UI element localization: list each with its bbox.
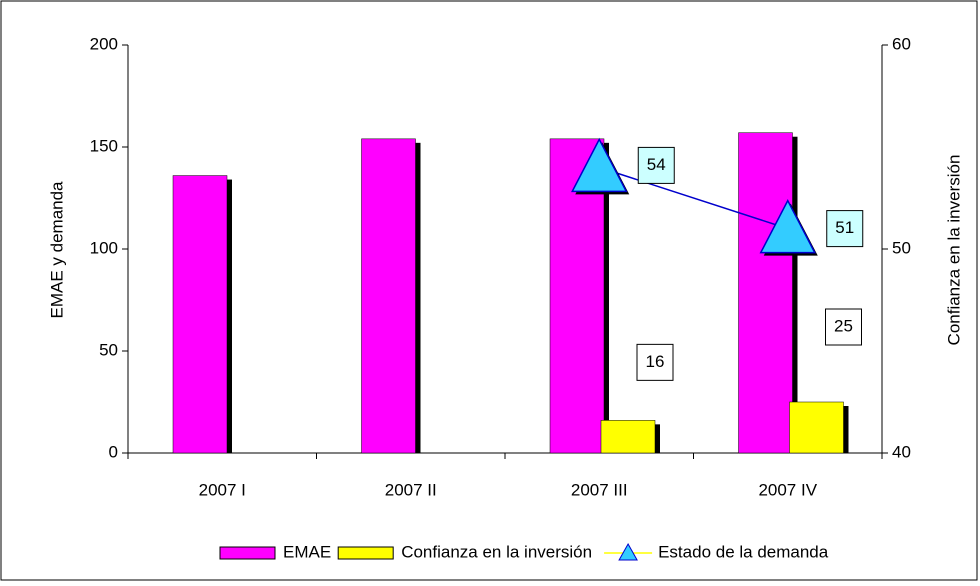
y2-tick-label: 40 (892, 442, 911, 461)
x-tick-label: 2007 IV (758, 480, 817, 499)
y2-tick-label: 60 (892, 34, 911, 53)
x-tick-label: 2007 III (571, 480, 628, 499)
x-tick-label: 2007 II (385, 480, 437, 499)
bar (172, 175, 228, 454)
data-label-box (826, 210, 864, 248)
data-label: 54 (647, 155, 666, 174)
y-tick-label: 200 (90, 34, 118, 53)
y-tick-label: 150 (90, 136, 118, 155)
legend-swatch (337, 546, 394, 560)
bar (600, 420, 656, 454)
line (599, 166, 788, 230)
data-label: 16 (646, 352, 665, 371)
bar (361, 138, 416, 454)
y2-tick-label: 50 (892, 238, 911, 257)
bar (789, 401, 844, 454)
legend-label: Estado de la demanda (658, 542, 829, 561)
legend-swatch (219, 546, 276, 560)
y-tick-label: 0 (109, 442, 118, 461)
data-label: 25 (834, 316, 853, 335)
legend-label: Confianza en la inversión (401, 542, 592, 561)
x-tick-label: 2007 I (199, 480, 246, 499)
data-label: 51 (835, 218, 854, 237)
y2-axis-title: Confianza en la inversión (944, 155, 963, 346)
bar (738, 132, 793, 454)
marker (571, 137, 628, 193)
marker (759, 198, 816, 254)
legend-label: EMAE (283, 542, 331, 561)
data-label-box (636, 343, 674, 381)
y-tick-label: 100 (90, 238, 118, 257)
y-tick-label: 50 (99, 340, 118, 359)
data-label-box (637, 146, 675, 184)
data-label-box (825, 308, 862, 346)
y-axis-title: EMAE y demanda (47, 181, 66, 319)
legend-swatch (618, 542, 638, 561)
